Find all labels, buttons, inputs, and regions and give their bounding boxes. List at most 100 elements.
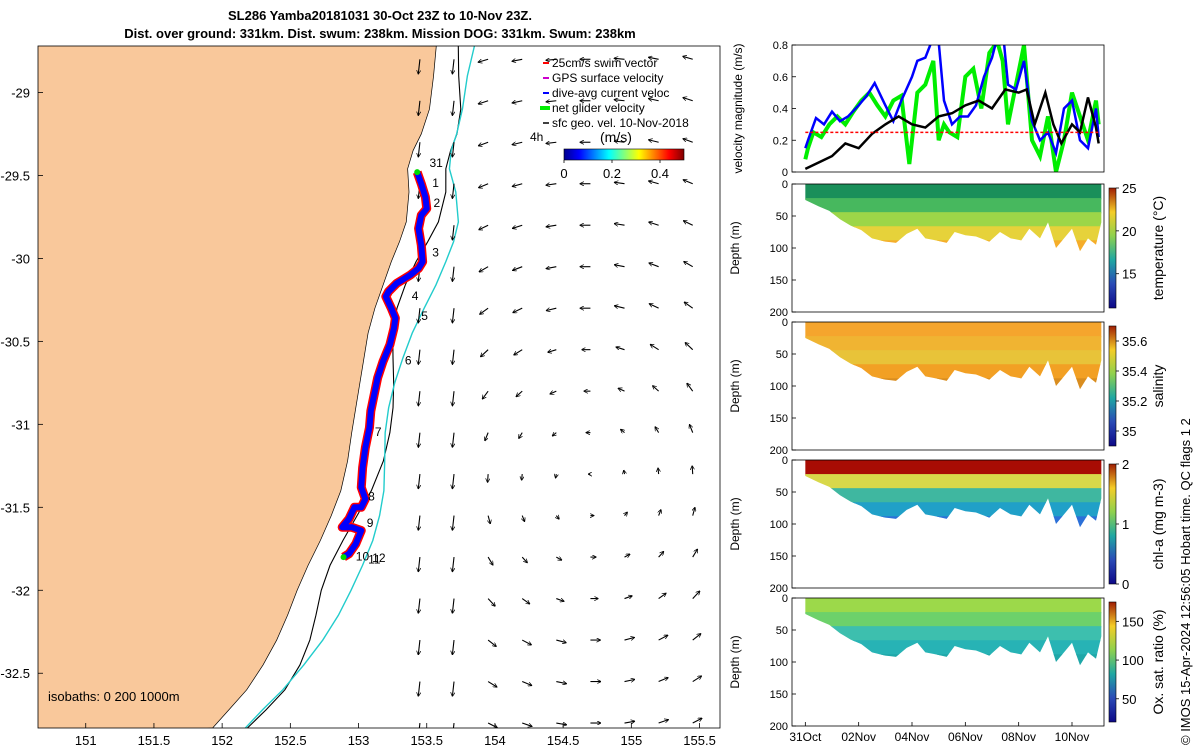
current-arrow	[693, 508, 695, 516]
current-arrow	[653, 386, 659, 392]
map-x-tick-label: 152	[211, 733, 233, 748]
current-arrow	[487, 681, 497, 687]
salinity-y-tick-label: 50	[776, 349, 788, 361]
map-x-tick-label: 153.5	[410, 733, 443, 748]
current-arrow	[512, 142, 523, 144]
velocity-line	[804, 45, 1100, 158]
oxygen-cbar-label: Ox. sat. ratio (%)	[1150, 609, 1166, 714]
current-arrow	[692, 634, 701, 641]
day-label: 11	[368, 553, 381, 567]
current-arrow	[684, 262, 693, 268]
current-arrow	[488, 515, 490, 524]
velocity-line	[804, 87, 1100, 170]
chl-a-y-tick-label: 200	[770, 583, 788, 595]
time-x-tick-label: 02Nov	[841, 730, 876, 744]
map-x-tick-label: 154.5	[547, 733, 580, 748]
chl-a-y-tick-label: 150	[770, 551, 788, 563]
current-arrow	[625, 512, 628, 515]
current-arrow	[522, 722, 532, 726]
current-arrow	[452, 474, 454, 488]
time-x-tick-label: 10Nov	[1055, 730, 1090, 744]
current-arrow	[649, 263, 659, 268]
current-arrow	[418, 681, 420, 696]
current-arrow	[452, 308, 454, 322]
current-arrow	[683, 56, 693, 60]
current-arrow	[685, 302, 694, 309]
credit-text: © IMOS 15-Apr-2024 12:56:05 Hobart time.…	[1178, 418, 1193, 745]
temperature-cbar-tick-label: 20	[1122, 224, 1136, 239]
salinity-y-axis-label: Depth (m)	[728, 359, 742, 412]
current-arrow	[548, 350, 557, 353]
current-arrow	[418, 391, 420, 405]
current-arrow	[650, 345, 659, 351]
day-label: 8	[368, 490, 375, 504]
colorbar-tick-label: 0.4	[651, 166, 669, 181]
salinity-band	[805, 336, 1102, 352]
map-y-tick-label: -31	[11, 417, 30, 432]
chl-a-cbar-tick-label: 0	[1122, 577, 1129, 592]
oxygen-cbar-tick-label: 50	[1122, 692, 1136, 707]
map-x-tick-label: 155.5	[683, 733, 716, 748]
current-arrow	[615, 182, 625, 183]
map-y-tick-label: -32	[11, 583, 30, 598]
chart-title-line-2: Dist. over ground: 331km. Dist. swum: 23…	[124, 26, 636, 41]
salinity-band	[805, 322, 1102, 338]
chl-a-panel: 0 50 100 150 200 Depth (m) 0 1 2 chl-a (mg m-3)	[728, 455, 1166, 595]
current-arrow	[624, 679, 635, 681]
current-arrow	[452, 639, 454, 654]
temperature-band	[805, 240, 1102, 252]
current-arrow	[512, 101, 523, 103]
chart-title-line-1: SL286 Yamba20181031 30-Oct 23Z to 10-Nov…	[228, 8, 532, 23]
legend-dive-label: dive-avg current veloc	[552, 86, 669, 100]
salinity-panel: 0 50 100 150 200 Depth (m) 35 35.2 35.4 35.6 salin…	[728, 317, 1166, 457]
current-arrow	[658, 720, 669, 724]
chl-a-colorbar	[1108, 463, 1117, 585]
current-arrow	[418, 639, 420, 654]
current-arrow	[418, 308, 420, 322]
land-area	[38, 46, 437, 728]
day-label: 1	[432, 176, 439, 190]
chl-a-cbar-label: chl-a (mg m-3)	[1150, 478, 1166, 569]
current-arrow	[616, 347, 625, 350]
salinity-cbar-tick-label: 35.6	[1122, 334, 1147, 349]
current-arrow	[522, 681, 531, 686]
oxygen-band	[805, 612, 1102, 628]
current-arrow	[452, 183, 454, 198]
temperature-cbar-tick-label: 25	[1122, 181, 1136, 196]
current-arrow	[452, 59, 454, 73]
track-start-marker	[414, 169, 421, 176]
day-label: 5	[421, 309, 428, 323]
isobath-200m	[247, 46, 462, 728]
map-x-tick-label: 152.5	[274, 733, 307, 748]
current-arrow	[418, 432, 420, 447]
track-end-marker	[340, 554, 347, 561]
velocity-series	[803, 45, 1101, 172]
current-arrow	[418, 100, 420, 115]
map-x-tick-label: 155	[620, 733, 642, 748]
current-arrow	[488, 474, 489, 482]
current-arrow	[418, 142, 420, 156]
current-arrow	[692, 591, 700, 599]
oxygen-y-tick-label: 150	[770, 689, 788, 701]
current-arrow	[487, 639, 496, 646]
current-arrow	[615, 141, 625, 142]
current-arrow	[684, 221, 693, 226]
salinity-data-region	[805, 322, 1102, 390]
salinity-y-tick-label: 0	[782, 317, 788, 329]
map-x-tick-label: 151.5	[138, 733, 171, 748]
current-arrow	[624, 721, 635, 723]
temperature-y-axis-label: Depth (m)	[728, 221, 742, 274]
velocity-y-tick-label: 0.8	[773, 40, 788, 52]
current-arrow	[692, 549, 698, 558]
current-arrow	[452, 225, 454, 239]
day-label: 7	[375, 425, 382, 439]
current-arrow	[480, 307, 489, 314]
current-arrow	[685, 343, 694, 351]
map-y-tick-label: -30.5	[0, 334, 30, 349]
current-arrow	[556, 599, 563, 602]
oxygen-y-tick-label: 50	[776, 625, 788, 637]
current-arrow	[618, 388, 625, 391]
legend-swim-label: 25cm/s swim vector	[552, 56, 657, 70]
chl-a-cbar-tick-label: 1	[1122, 517, 1129, 532]
current-arrow	[478, 58, 489, 62]
